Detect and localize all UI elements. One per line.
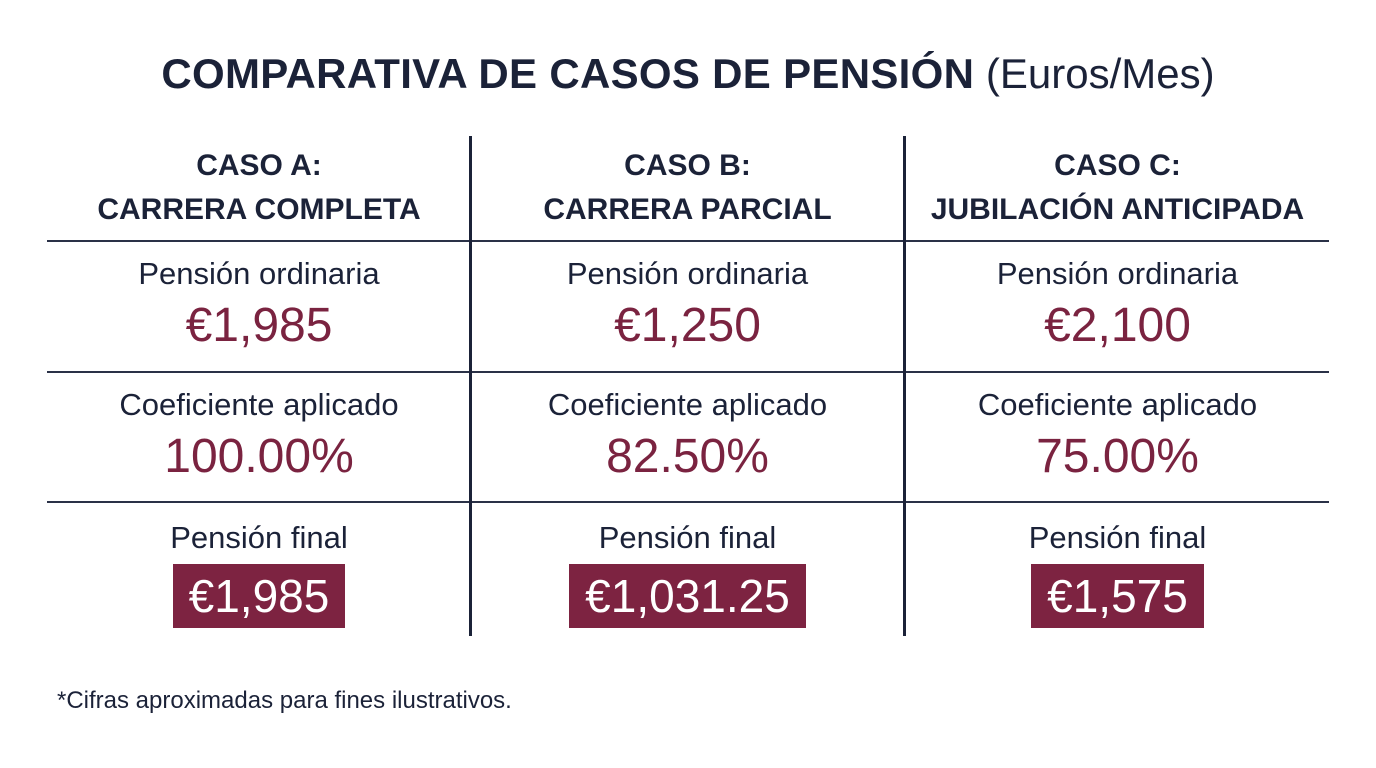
footnote: *Cifras aproximadas para fines ilustrati… bbox=[57, 687, 512, 714]
case-a-ordinary-value: €1,985 bbox=[185, 299, 333, 352]
case-b-ordinary-value: €1,250 bbox=[614, 299, 761, 352]
column-divider-ab bbox=[469, 136, 472, 636]
case-a-final-label: Pensión final bbox=[170, 520, 348, 555]
case-a-coefficient-value: 100.00% bbox=[164, 430, 354, 483]
case-a-coefficient-cell: Coeficiente aplicado 100.00% bbox=[47, 385, 471, 487]
case-b-ordinary-cell: Pensión ordinaria €1,250 bbox=[472, 254, 903, 356]
case-c-ordinary-label: Pensión ordinaria bbox=[996, 256, 1239, 291]
case-a-final-cell: Pensión final €1,985 bbox=[47, 518, 471, 628]
case-c-column: CASO C: JUBILACIÓN ANTICIPADA Pensión or… bbox=[906, 136, 1329, 636]
comparison-table: CASO A: CARRERA COMPLETA Pensión ordinar… bbox=[47, 136, 1329, 636]
case-c-header: CASO C: JUBILACIÓN ANTICIPADA bbox=[906, 144, 1329, 232]
row-divider-ordinary bbox=[47, 371, 1329, 373]
case-a-ordinary-cell: Pensión ordinaria €1,985 bbox=[47, 254, 471, 356]
case-b-final-cell: Pensión final €1,031.25 bbox=[472, 518, 903, 628]
case-b-header-line2: CARRERA PARCIAL bbox=[543, 193, 832, 226]
case-b-final-value: €1,031.25 bbox=[569, 564, 806, 628]
case-c-ordinary-cell: Pensión ordinaria €2,100 bbox=[906, 254, 1329, 356]
page-title: COMPARATIVA DE CASOS DE PENSIÓN (Euros/M… bbox=[0, 48, 1376, 100]
case-b-header: CASO B: CARRERA PARCIAL bbox=[472, 144, 903, 232]
case-c-coefficient-cell: Coeficiente aplicado 75.00% bbox=[906, 385, 1329, 487]
case-a-coefficient-label: Coeficiente aplicado bbox=[119, 387, 399, 422]
title-main: COMPARATIVA DE CASOS DE PENSIÓN bbox=[161, 50, 975, 97]
column-divider-bc bbox=[903, 136, 906, 636]
case-b-final-label: Pensión final bbox=[598, 520, 777, 555]
case-b-ordinary-label: Pensión ordinaria bbox=[566, 256, 809, 291]
case-a-column: CASO A: CARRERA COMPLETA Pensión ordinar… bbox=[47, 136, 471, 636]
case-b-header-line1: CASO B: bbox=[624, 149, 751, 182]
case-a-header-line2: CARRERA COMPLETA bbox=[97, 193, 421, 226]
case-c-final-value: €1,575 bbox=[1031, 564, 1204, 628]
row-divider-coefficient bbox=[47, 501, 1329, 503]
case-a-ordinary-label: Pensión ordinaria bbox=[138, 256, 380, 291]
case-b-coefficient-cell: Coeficiente aplicado 82.50% bbox=[472, 385, 903, 487]
case-b-coefficient-label: Coeficiente aplicado bbox=[547, 387, 828, 422]
title-unit: (Euros/Mes) bbox=[985, 50, 1215, 97]
case-b-column: CASO B: CARRERA PARCIAL Pensión ordinari… bbox=[472, 136, 903, 636]
case-a-final-value: €1,985 bbox=[172, 564, 346, 628]
case-c-coefficient-value: 75.00% bbox=[1036, 430, 1199, 483]
case-c-header-line2: JUBILACIÓN ANTICIPADA bbox=[930, 193, 1305, 226]
case-c-ordinary-value: €2,100 bbox=[1044, 299, 1191, 352]
row-divider-header bbox=[47, 240, 1329, 242]
case-c-final-label: Pensión final bbox=[1028, 520, 1207, 555]
case-a-header-line1: CASO A: bbox=[196, 149, 322, 182]
case-c-coefficient-label: Coeficiente aplicado bbox=[977, 387, 1258, 422]
case-b-coefficient-value: 82.50% bbox=[606, 430, 769, 483]
case-a-header: CASO A: CARRERA COMPLETA bbox=[47, 144, 471, 232]
case-c-final-cell: Pensión final €1,575 bbox=[906, 518, 1329, 628]
case-c-header-line1: CASO C: bbox=[1054, 149, 1181, 182]
